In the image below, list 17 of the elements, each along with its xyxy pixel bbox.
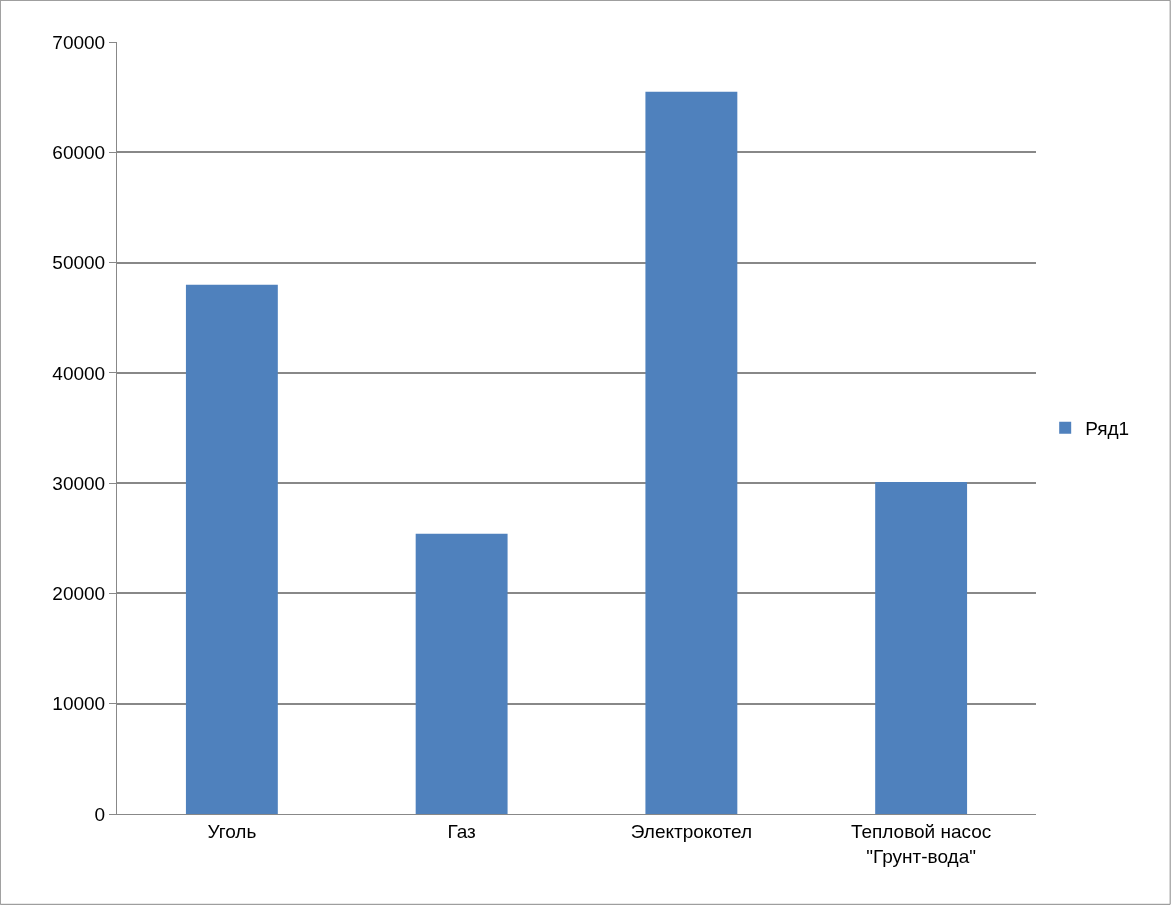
bar: [875, 482, 968, 814]
bar: [645, 91, 738, 814]
bar: [415, 533, 508, 814]
x-tick-label: Уголь: [207, 820, 257, 842]
y-tick-label: 30000: [52, 472, 106, 494]
bar: [185, 284, 278, 814]
y-tick-label: 40000: [52, 362, 106, 384]
y-tick-label: 50000: [52, 252, 106, 274]
y-tick-label: 70000: [52, 31, 106, 53]
y-tick-label: 10000: [52, 693, 106, 715]
legend-label: Ряд1: [1085, 418, 1130, 440]
y-tick-label: 60000: [52, 141, 106, 163]
x-tick-label: Электрокотел: [630, 820, 752, 842]
x-tick-label: Газ: [447, 820, 476, 842]
y-tick-label: 0: [94, 803, 106, 825]
y-tick-label: 20000: [52, 583, 106, 605]
x-tick-label: Тепловой насос "Грунт-вода": [850, 820, 992, 867]
